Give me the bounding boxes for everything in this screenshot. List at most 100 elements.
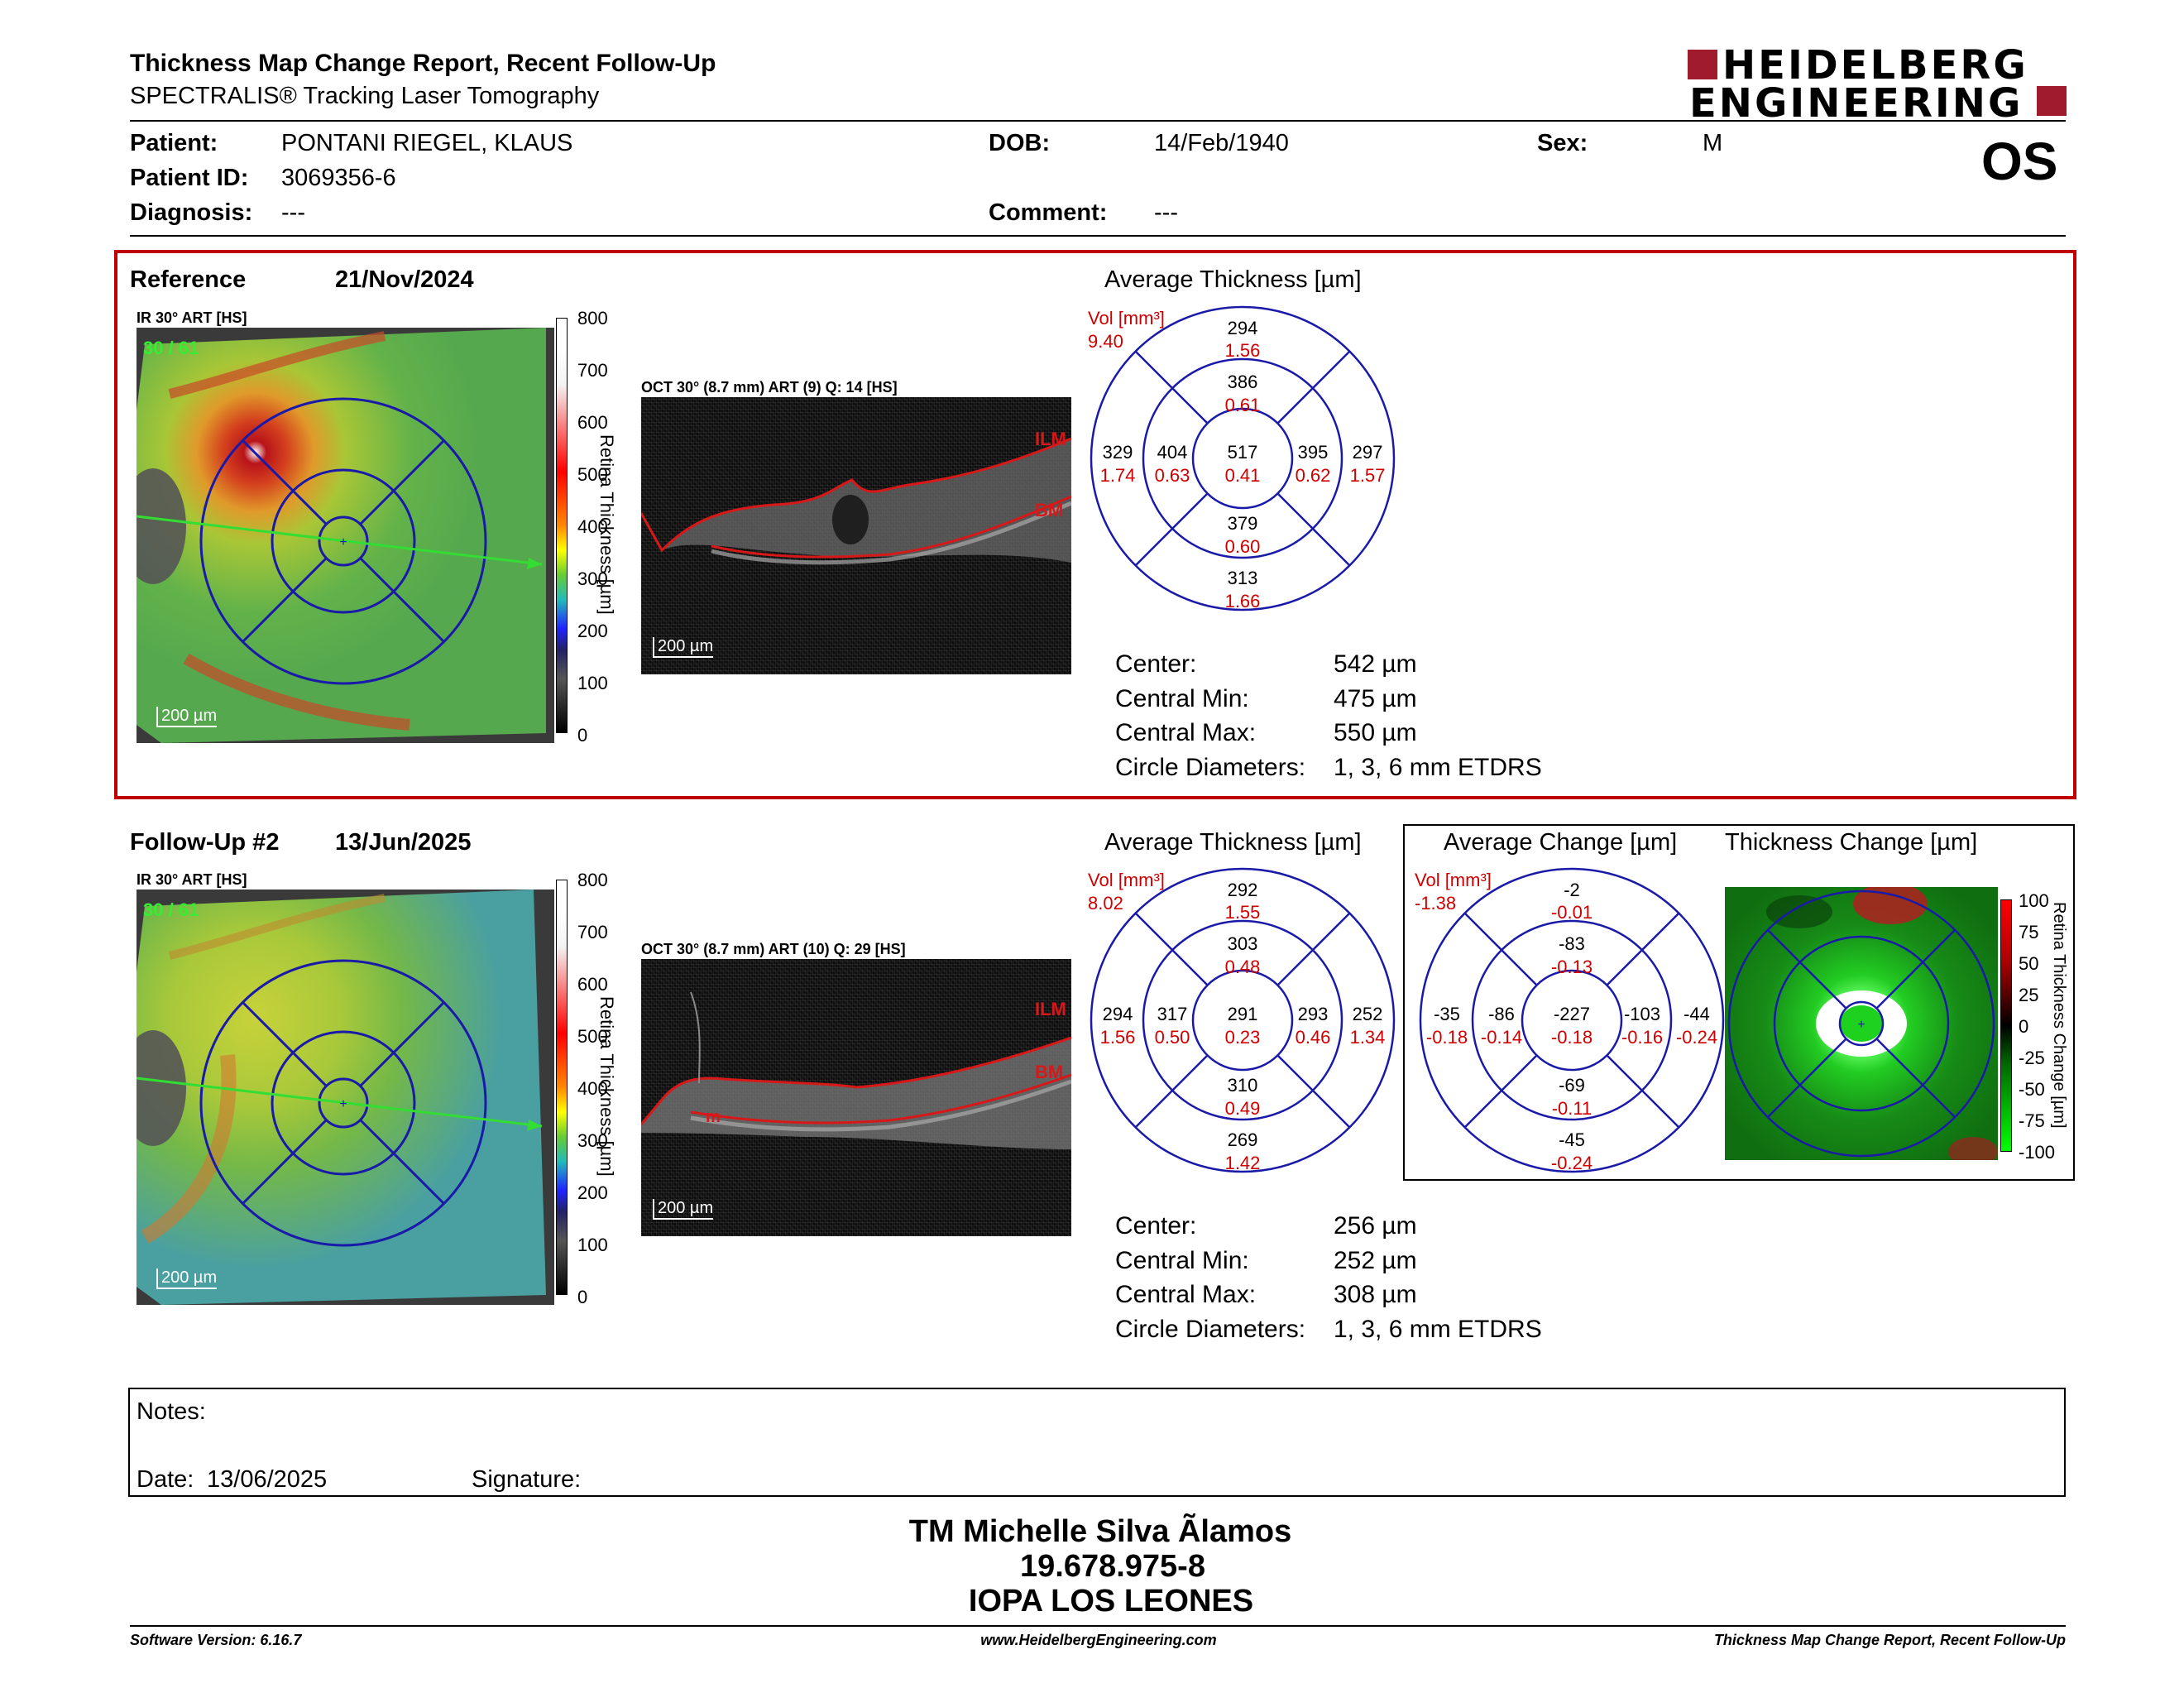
etdrs-center-vol: 0.23 xyxy=(1225,1027,1261,1048)
ref-center-label: Center: xyxy=(1115,650,1197,678)
fu-max-value: 308 µm xyxy=(1334,1281,1417,1308)
ref-max-label: Central Max: xyxy=(1115,719,1257,746)
signature-rut: 19.678.975-8 xyxy=(1020,1549,1205,1584)
ref-diam-value: 1, 3, 6 mm ETDRS xyxy=(1334,754,1542,781)
etdrs-inner-right-vol: 0.46 xyxy=(1296,1027,1331,1048)
colorbar-tick: 600 xyxy=(577,412,608,433)
reference-avg-title: Average Thickness [µm] xyxy=(1104,266,1362,293)
reference-label: Reference xyxy=(130,266,247,293)
etdrs-inner-top: 386 xyxy=(1228,372,1258,392)
change-vol-label: Vol [mm³] xyxy=(1415,870,1492,890)
reference-vol-label: Vol [mm³] xyxy=(1088,308,1165,328)
etdrs-outer-bottom-vol: 1.42 xyxy=(1225,1153,1261,1173)
patient-id-label: Patient ID: xyxy=(130,165,249,191)
etdrs-inner-left-vol: 0.50 xyxy=(1155,1027,1190,1048)
etdrs-outer-right-vol: 1.34 xyxy=(1350,1027,1386,1048)
change-title: Average Change [µm] xyxy=(1444,829,1678,856)
change-inner-right: -103 xyxy=(1624,1004,1660,1024)
software-version: Software Version: 6.16.7 xyxy=(130,1632,302,1648)
etdrs-inner-top-vol: 0.61 xyxy=(1225,395,1261,415)
fu-min-label: Central Min: xyxy=(1115,1247,1249,1274)
etdrs-inner-top-vol: 0.48 xyxy=(1225,957,1261,977)
fu-diam-label: Circle Diameters: xyxy=(1115,1316,1306,1343)
changebar-tick: 50 xyxy=(2019,953,2039,974)
reference-oct-image: ILM BM 200 µm xyxy=(641,397,1071,674)
reference-date: 21/Nov/2024 xyxy=(335,266,474,293)
colorbar-axis-label: Retina Thickness [µm] xyxy=(596,434,617,615)
followup-vol-label: Vol [mm³] xyxy=(1088,870,1165,890)
etdrs-outer-right: 297 xyxy=(1353,442,1383,463)
change-outer-right: -44 xyxy=(1684,1004,1710,1024)
colorbar-tick: 100 xyxy=(577,1235,608,1255)
etdrs-outer-bottom-vol: 1.66 xyxy=(1225,591,1261,611)
change-inner-right-vol: -0.16 xyxy=(1621,1027,1663,1048)
change-outer-bottom-vol: -0.24 xyxy=(1551,1153,1592,1173)
changebar-tick: -75 xyxy=(2019,1110,2045,1131)
colorbar-tick: 400 xyxy=(577,1078,608,1099)
report-title: Thickness Map Change Report, Recent Foll… xyxy=(130,50,716,77)
oct-ilm-label: ILM xyxy=(1035,429,1066,449)
reference-fundus-image: + 30 / 61 200 µm xyxy=(136,328,554,743)
signature-label: Signature: xyxy=(472,1466,582,1493)
colorbar-tick: 800 xyxy=(577,870,608,890)
etdrs-outer-left: 329 xyxy=(1103,442,1133,463)
etdrs-outer-left-vol: 1.56 xyxy=(1100,1027,1136,1048)
map-title: Thickness Change [µm] xyxy=(1725,829,1978,856)
report-subtitle: SPECTRALIS® Tracking Laser Tomography xyxy=(130,83,600,109)
ref-diam-label: Circle Diameters: xyxy=(1115,754,1306,781)
svg-text:+: + xyxy=(1857,1018,1865,1032)
colorbar-tick: 200 xyxy=(577,1182,608,1203)
etdrs-center-vol: 0.41 xyxy=(1225,465,1261,486)
dob-label: DOB: xyxy=(989,130,1051,156)
etdrs-outer-right-vol: 1.57 xyxy=(1350,465,1386,486)
fu-diam-value: 1, 3, 6 mm ETDRS xyxy=(1334,1316,1542,1343)
changebar-tick: 0 xyxy=(2019,1016,2029,1037)
changebar-tick: -25 xyxy=(2019,1048,2045,1068)
changebar-tick: 75 xyxy=(2019,922,2039,942)
etdrs-inner-left: 404 xyxy=(1157,442,1188,463)
notes-label: Notes: xyxy=(136,1398,206,1425)
footer-url[interactable]: www.HeidelbergEngineering.com xyxy=(980,1632,1217,1648)
etdrs-inner-bottom-vol: 0.49 xyxy=(1225,1098,1261,1119)
ref-min-value: 475 µm xyxy=(1334,685,1417,712)
reference-panel xyxy=(114,250,2076,799)
change-inner-top-vol: -0.13 xyxy=(1551,957,1592,977)
change-center: -227 xyxy=(1554,1004,1590,1024)
ref-max-value: 550 µm xyxy=(1334,719,1417,746)
etdrs-outer-left: 294 xyxy=(1103,1004,1133,1024)
fundus-scale: 200 µm xyxy=(156,1268,218,1289)
colorbar-tick: 700 xyxy=(577,922,608,942)
colorbar-tick: 100 xyxy=(577,673,608,693)
fu-center-value: 256 µm xyxy=(1334,1212,1417,1240)
oct-scale: 200 µm xyxy=(653,1199,714,1220)
oct-title: OCT 30° (8.7 mm) ART (9) Q: 14 [HS] xyxy=(641,379,898,396)
followup-avg-title: Average Thickness [µm] xyxy=(1104,829,1362,856)
followup-etdrs-grid: 292 1.55 303 0.48 291 0.23 317 0.50 293 … xyxy=(1090,867,1396,1173)
etdrs-center: 291 xyxy=(1228,1004,1258,1024)
colorbar-tick: 0 xyxy=(577,1287,588,1307)
ir-art-count: 30 / 61 xyxy=(143,338,199,358)
etdrs-outer-bottom: 313 xyxy=(1228,568,1258,588)
etdrs-outer-top: 294 xyxy=(1228,318,1258,338)
dob-value: 14/Feb/1940 xyxy=(1154,130,1289,156)
ir-title: IR 30° ART [HS] xyxy=(136,871,247,888)
ref-min-label: Central Min: xyxy=(1115,685,1249,712)
change-inner-bottom: -69 xyxy=(1559,1075,1585,1096)
etdrs-inner-left-vol: 0.63 xyxy=(1155,465,1190,486)
oct-scale: 200 µm xyxy=(653,637,714,658)
reference-etdrs-grid: 294 1.56 386 0.61 517 0.41 404 0.63 395 … xyxy=(1090,305,1396,611)
change-outer-top-vol: -0.01 xyxy=(1551,902,1592,923)
change-outer-left-vol: -0.18 xyxy=(1426,1027,1468,1048)
notes-date-label: Date: xyxy=(136,1466,194,1493)
changebar-tick: 100 xyxy=(2019,890,2049,911)
eye-label: OS xyxy=(1981,132,2058,191)
colorbar-tick: 300 xyxy=(577,568,608,589)
thickness-colorbar xyxy=(556,318,568,733)
etdrs-inner-left: 317 xyxy=(1157,1004,1188,1024)
signature-name: TM Michelle Silva Ãlamos xyxy=(908,1514,1292,1549)
change-inner-top: -83 xyxy=(1559,933,1585,954)
svg-text:+: + xyxy=(339,535,347,549)
ir-art-count: 30 / 61 xyxy=(143,899,199,920)
diagnosis-label: Diagnosis: xyxy=(130,199,253,226)
notes-box[interactable] xyxy=(128,1388,2066,1497)
